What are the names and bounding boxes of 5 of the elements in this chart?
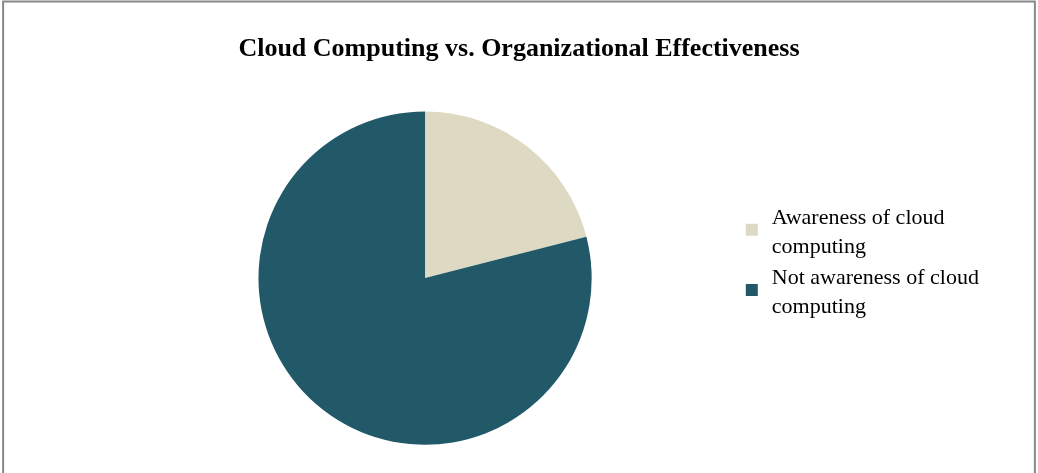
chart-title: Cloud Computing vs. Organizational Effectiveness (238, 33, 800, 63)
legend-label: Not awareness of cloud computing (771, 264, 979, 318)
legend-label: Awareness of cloud computing (771, 204, 945, 258)
pie-slice (258, 111, 592, 445)
pie-slice (425, 111, 587, 279)
